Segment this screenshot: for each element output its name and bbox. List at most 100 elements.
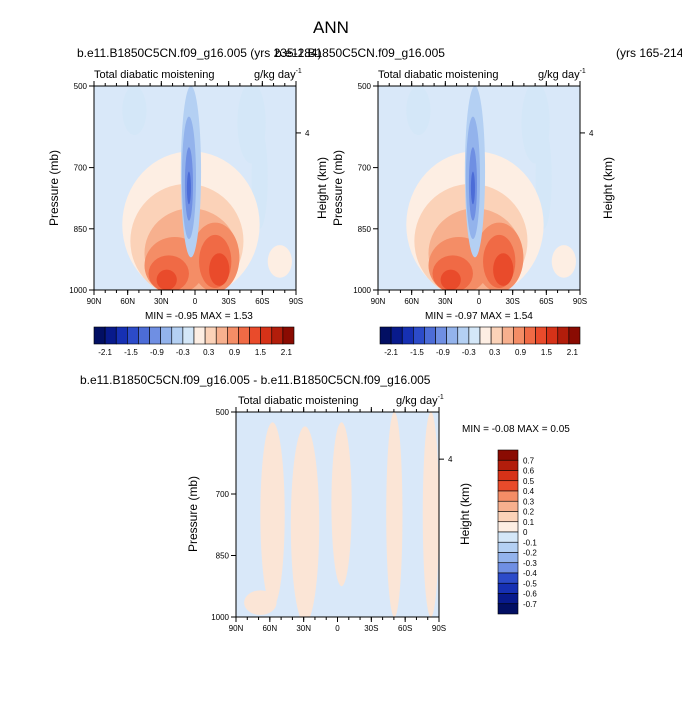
colorbar-label: -0.3	[462, 348, 476, 357]
panel-b: Total diabatic moistening g/kg day-1 Pre…	[331, 68, 615, 322]
colorbar-swatch	[497, 541, 519, 553]
panel-c-units: g/kg day-1	[396, 394, 444, 407]
x-tick-label: 60N	[262, 624, 277, 633]
x-tick-label: 90N	[87, 297, 102, 306]
colorbar-label: -0.5	[523, 579, 537, 588]
colorbar-label: 0.9	[515, 348, 527, 357]
colorbar-swatch	[497, 511, 519, 523]
colorbar-swatch	[149, 326, 161, 345]
colorbar-label: 0.5	[523, 477, 535, 486]
contour-region-5	[244, 590, 277, 615]
colorbar-swatch	[497, 552, 519, 564]
panel-plot: 90N 60N 30N 0 30S 60S 90S 500 700 850 1000 4	[211, 407, 453, 633]
panel-a-case-title: b.e11.B1850C5CN.f09_g16.005 (yrs 235-284…	[77, 46, 322, 60]
panel-plot: 90N 60N 30N 0 30S 60S 90S 500 700 850 1000 4	[353, 81, 594, 306]
plot-field	[94, 86, 296, 290]
panel-b-units: g/kg day-1	[538, 68, 586, 81]
colorbar-swatch	[390, 326, 403, 345]
y-tick-label: 500	[358, 82, 372, 91]
y-tick-label: 850	[358, 225, 372, 234]
panel-a-stats: MIN = -0.95 MAX = 1.53	[145, 311, 253, 322]
colorbar-swatch	[193, 326, 206, 345]
colorbar-label: 0.3	[523, 497, 535, 506]
colorbar-swatch	[435, 326, 447, 345]
colorbar-swatch	[468, 326, 481, 345]
colorbar-swatch	[497, 521, 519, 533]
colorbar-label: -0.3	[176, 348, 190, 357]
x-tick-label: 90S	[432, 624, 446, 633]
colorbar-swatch	[497, 593, 519, 605]
panel-b-subtitle: Total diabatic moistening	[378, 69, 498, 81]
y-tick-label: 1000	[211, 613, 229, 622]
x-tick-label: 60S	[255, 297, 269, 306]
x-tick-label: 30N	[438, 297, 453, 306]
y-tick-label: 850	[216, 552, 230, 561]
colorbar-vertical: 0.70.60.50.40.30.20.10-0.1-0.2-0.3-0.4-0…	[497, 449, 537, 615]
colorbar-swatch	[497, 490, 519, 502]
colorbar-label: -0.7	[523, 600, 537, 609]
panel-b-stats: MIN = -0.97 MAX = 1.54	[425, 311, 533, 322]
y-tick-label: 700	[216, 490, 230, 499]
y-tick-label: 850	[74, 225, 88, 234]
panel-a: Total diabatic moistening g/kg day-1 Pre…	[47, 68, 329, 322]
colorbar-swatch	[497, 459, 519, 471]
x-tick-label: 60S	[539, 297, 553, 306]
colorbar-swatch	[497, 572, 519, 584]
x-tick-label: 90N	[229, 624, 244, 633]
colorbar-label: -0.4	[523, 569, 537, 578]
colorbar-swatch	[424, 326, 436, 345]
colorbar-label: -0.1	[523, 538, 537, 547]
colorbar-swatch	[104, 326, 117, 345]
colorbar-label: -0.9	[436, 348, 450, 357]
x-tick-label: 60N	[404, 297, 419, 306]
colorbar-swatch	[282, 326, 295, 345]
colorbar-swatch	[501, 326, 514, 345]
colorbar: -2.1 -1.5 -0.9 -0.3 0.3 0.9 1.5 2.1	[379, 326, 581, 357]
x-tick-label: 30S	[506, 297, 520, 306]
colorbar-label: -0.2	[523, 549, 537, 558]
contour-region-12	[267, 245, 292, 278]
colorbar-swatch	[497, 470, 519, 482]
colorbar-swatch	[446, 326, 459, 345]
x-tick-label: 60N	[120, 297, 135, 306]
colorbar-label: 0.2	[523, 508, 535, 517]
colorbar-label: -0.6	[523, 590, 537, 599]
x-tick-label: 0	[335, 624, 340, 633]
panel-a-ylabel-right: Height (km)	[315, 157, 329, 219]
x-tick-label: 30N	[296, 624, 311, 633]
colorbar-label: 1.5	[255, 348, 267, 357]
colorbar-swatch	[160, 326, 173, 345]
panel-a-units: g/kg day-1	[254, 68, 302, 81]
y-tick-label: 500	[216, 408, 230, 417]
colorbar-swatch	[513, 326, 525, 345]
contour-region-11	[440, 269, 461, 290]
contour-region-12	[551, 245, 576, 278]
x-tick-label: 90S	[573, 297, 587, 306]
colorbar-swatch	[497, 500, 519, 512]
colorbar-swatch	[479, 326, 492, 345]
x-tick-label: 90N	[371, 297, 386, 306]
colorbar-label: 0.6	[523, 467, 535, 476]
colorbar-swatch	[497, 531, 519, 543]
contour-region-16	[186, 171, 191, 205]
colorbar-swatch	[182, 326, 195, 345]
panel-c-ylabel: Pressure (mb)	[186, 476, 200, 552]
colorbar-swatch	[568, 326, 581, 345]
colorbar-swatch	[497, 449, 519, 461]
y-tick-label: 700	[358, 164, 372, 173]
panel-a-ylabel: Pressure (mb)	[47, 150, 61, 226]
colorbar-swatch	[524, 326, 536, 345]
y-tick-label: 500	[74, 82, 88, 91]
colorbar-label: 0.4	[523, 487, 535, 496]
colorbar-swatch	[115, 326, 128, 345]
contour-region-10	[209, 253, 230, 286]
panel-c-case-title: b.e11.B1850C5CN.f09_g16.005 - b.e11.B185…	[80, 373, 431, 387]
panel-a-subtitle: Total diabatic moistening	[94, 69, 214, 81]
height-tick-label: 4	[448, 455, 453, 464]
colorbar-swatch	[379, 326, 392, 345]
contour-region-4	[422, 412, 439, 617]
panel-c: Total diabatic moistening g/kg day-1 Pre…	[186, 394, 570, 552]
colorbar-swatch	[546, 326, 559, 345]
colorbar-swatch	[249, 326, 261, 345]
